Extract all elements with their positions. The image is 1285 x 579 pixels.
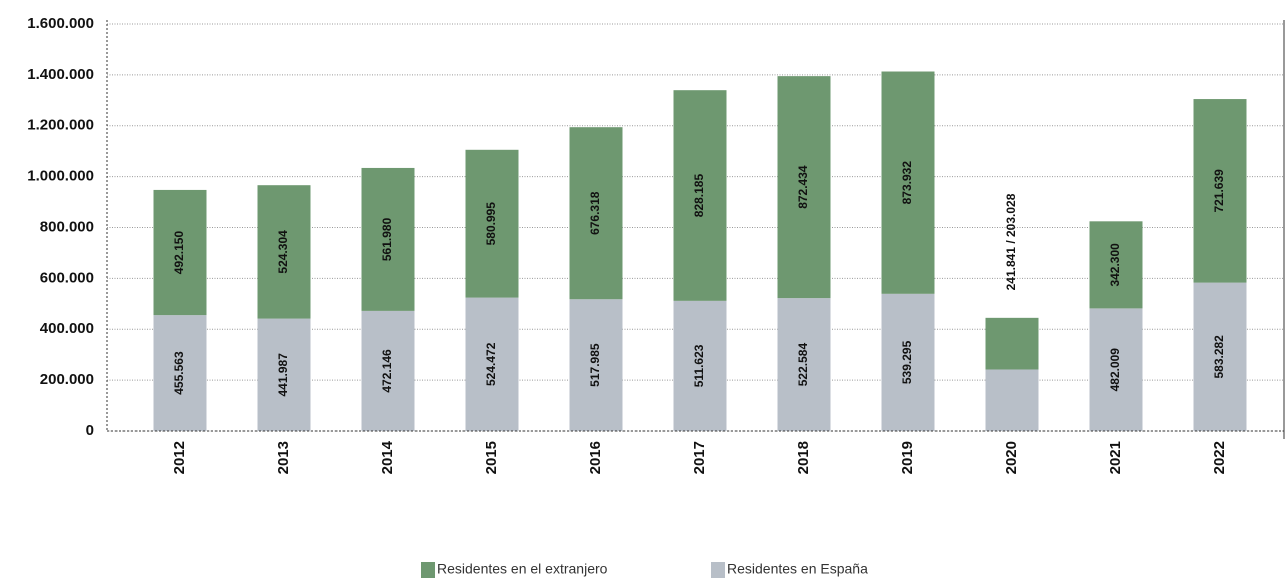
y-tick-label: 0 [86, 422, 94, 439]
value-label: 517.985 [588, 343, 602, 387]
bar-segment [985, 369, 1039, 431]
value-label: 455.563 [172, 351, 186, 395]
bar-segment [1193, 282, 1247, 431]
y-tick-label: 1.600.000 [27, 15, 94, 32]
value-label: 873.932 [900, 161, 914, 205]
y-tick-label: 800.000 [40, 218, 94, 235]
bar-segment [153, 315, 207, 431]
value-label: 580.995 [484, 202, 498, 246]
bar-segment [569, 127, 623, 300]
legend-label: Residentes en el extranjero [437, 561, 608, 577]
x-tick-label: 2016 [587, 441, 604, 474]
value-label: 561.980 [380, 217, 394, 261]
y-tick-label: 1.400.000 [27, 66, 94, 83]
bar-segment [1089, 308, 1143, 431]
bar-segment [465, 297, 519, 431]
value-label: 539.295 [900, 340, 914, 384]
bar-segment [465, 149, 519, 298]
bar-segment [881, 293, 935, 431]
bar-segment [257, 318, 311, 431]
legend-label: Residentes en España [727, 561, 868, 577]
bar-segment [569, 299, 623, 431]
y-tick-label: 200.000 [40, 371, 94, 388]
x-tick-label: 2015 [483, 441, 500, 474]
value-label: 583.282 [1212, 335, 1226, 379]
x-tick-label: 2017 [691, 441, 708, 474]
bar-segment [985, 317, 1039, 370]
x-tick-label: 2019 [899, 441, 916, 474]
annotation: 241.841 / 203.028 [1004, 193, 1018, 290]
y-tick-label: 400.000 [40, 320, 94, 337]
value-label: 872.434 [796, 165, 810, 209]
bar-segment [1193, 99, 1247, 283]
x-tick-label: 2021 [1107, 441, 1124, 474]
value-label: 492.150 [172, 231, 186, 275]
legend-swatch [711, 562, 725, 578]
bar-segment [777, 76, 831, 299]
x-tick-label: 2013 [275, 441, 292, 474]
value-label: 342.300 [1108, 243, 1122, 287]
bar-segment [673, 300, 727, 431]
bar-segment [881, 71, 935, 294]
x-tick-label: 2018 [795, 441, 812, 474]
value-label: 522.584 [796, 343, 810, 387]
bar-segment [673, 90, 727, 301]
bar-segment [1089, 221, 1143, 309]
value-label: 482.009 [1108, 348, 1122, 392]
x-tick-label: 2022 [1211, 441, 1228, 474]
x-tick-label: 2012 [171, 441, 188, 474]
value-label: 828.185 [692, 174, 706, 218]
bar-segment [777, 298, 831, 431]
x-tick-label: 2020 [1003, 441, 1020, 474]
bar-segment [361, 167, 415, 311]
value-label: 472.146 [380, 349, 394, 393]
value-label: 441.987 [276, 353, 290, 397]
legend-swatch [421, 562, 435, 578]
bar-segment [153, 189, 207, 316]
value-label: 721.639 [1212, 169, 1226, 213]
x-tick-label: 2014 [379, 440, 396, 474]
y-tick-label: 600.000 [40, 269, 94, 286]
y-tick-label: 1.200.000 [27, 117, 94, 134]
bar-segment [257, 185, 311, 319]
value-label: 524.304 [276, 230, 290, 274]
y-tick-label: 1.000.000 [27, 168, 94, 185]
value-label: 676.318 [588, 191, 602, 235]
value-label: 524.472 [484, 342, 498, 386]
bar-segment [361, 310, 415, 431]
value-label: 511.623 [692, 344, 706, 387]
